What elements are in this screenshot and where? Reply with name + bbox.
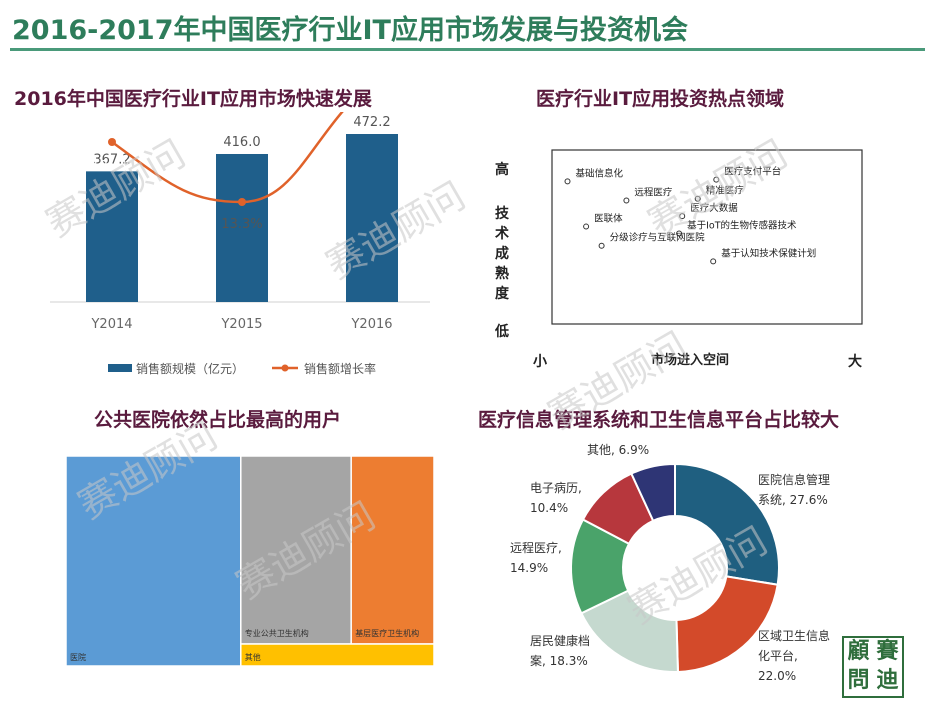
seal-char: 顧 (847, 638, 870, 664)
slice-label: 系统, 27.6% (758, 493, 828, 507)
scatter-chart-title: 医疗行业IT应用投资热点领域 (536, 88, 785, 110)
x-tick-label: Y2016 (350, 317, 392, 332)
hotspot-point (713, 176, 720, 183)
bar (216, 153, 268, 302)
slice-label: 远程医疗, (510, 540, 562, 555)
slice-label: 电子病历, (530, 480, 582, 495)
slice-label: 其他, 6.9% (587, 443, 649, 457)
y-axis-label-char: 成 (495, 245, 509, 262)
hotspot-label: 医疗支付平台 (724, 166, 781, 178)
hotspot-point (564, 178, 571, 185)
donut-slice (630, 462, 676, 523)
hotspot-label: 医疗大数据 (690, 202, 738, 214)
bar-value-label: 472.2 (353, 115, 390, 130)
slice-label: 22.0% (758, 669, 796, 683)
line-point (238, 198, 246, 206)
y-axis-label-char: 熟 (495, 265, 509, 282)
y-axis-label-char: 技 (495, 205, 510, 222)
x-tick-label: Y2014 (90, 317, 132, 332)
slice-label: 居民健康档 (530, 633, 590, 648)
y-axis-high-label: 高 (495, 161, 509, 178)
treemap-cell (350, 456, 434, 645)
y-axis-low-label: 低 (494, 323, 509, 340)
hotspot-point (598, 242, 605, 249)
seal-char: 賽 (876, 638, 899, 664)
bar-line-chart: 367.2 Y2014 416.0 Y2015 472.2 Y2016 13.4% 13.3%… (50, 112, 430, 376)
slice-label: 区域卫生信息 (758, 628, 830, 643)
donut-slice (675, 575, 779, 673)
treemap-cell-label: 专业公共卫生机构 (245, 628, 309, 638)
bar-value-label: 367.2 (93, 152, 130, 167)
x-axis-low-label: 小 (533, 354, 547, 370)
hotspot-point (679, 213, 686, 220)
line-value-label: 13.5% (343, 112, 384, 116)
line-point (108, 138, 116, 146)
seal-char: 問 (847, 667, 870, 693)
treemap-title: 公共医院依然占比最高的用户 (94, 409, 342, 431)
hotspot-point (694, 195, 701, 202)
hotspot-label: 基础信息化 (576, 167, 624, 179)
line-value-label: 13.4% (91, 159, 132, 174)
hotspot-label: 基于IoT的生物传感器技术 (687, 220, 797, 232)
hotspot-label: 远程医疗 (634, 186, 673, 198)
slice-label: 案, 18.3% (530, 653, 588, 668)
x-axis-high-label: 大 (848, 353, 862, 370)
hotspot-point (623, 197, 630, 204)
slice-label: 化平台, (758, 648, 798, 663)
bar-chart-title: 2016年中国医疗行业IT应用市场快速发展 (14, 88, 372, 110)
hotspot-label: 精准医疗 (706, 185, 745, 197)
hotspot-point (710, 258, 717, 265)
slice-label: 10.4% (530, 501, 568, 515)
treemap-cell-label: 基层医疗卫生机构 (355, 628, 419, 638)
treemap-cell (66, 456, 242, 666)
ccid-seal-logo: 顧 賽 問 迪 (842, 636, 904, 698)
line-value-label: 13.3% (221, 217, 262, 232)
hotspot-label: 医联体 (594, 213, 623, 225)
legend-line-marker (281, 364, 289, 372)
bar-value-label: 416.0 (223, 135, 260, 150)
x-axis-label: 市场进入空间 (651, 352, 729, 368)
bar (86, 171, 138, 302)
donut-slice (580, 589, 679, 673)
seal-char: 迪 (876, 667, 899, 693)
legend-line-label: 销售额增长率 (304, 361, 376, 376)
legend-bar-swatch (108, 364, 132, 372)
x-tick-label: Y2015 (220, 317, 262, 332)
hotspot-label: 分级诊疗与互联网医院 (610, 232, 706, 244)
y-axis-label-char: 术 (495, 225, 509, 242)
donut-slice (674, 462, 780, 586)
title-divider (10, 48, 925, 51)
hotspot-label: 基于认知技术保健计划 (721, 247, 816, 259)
page-title: 2016-2017年中国医疗行业IT应用市场发展与投资机会 (12, 15, 688, 46)
treemap-cell (240, 643, 434, 666)
bar (346, 134, 398, 302)
hotspot-point (583, 223, 590, 230)
legend-bar-label: 销售额规模（亿元） (136, 361, 244, 376)
treemap-cell (240, 456, 352, 645)
treemap-cell-label: 其他 (245, 652, 261, 662)
slice-label: 14.9% (510, 561, 548, 575)
y-axis-label-char: 度 (495, 285, 510, 302)
hotspot-point (676, 230, 683, 237)
treemap-cell-label: 医院 (70, 652, 86, 662)
plot-frame (551, 149, 863, 325)
donut-title: 医疗信息管理系统和卫生信息平台占比较大 (478, 409, 840, 431)
slice-label: 医院信息管理 (758, 472, 830, 487)
